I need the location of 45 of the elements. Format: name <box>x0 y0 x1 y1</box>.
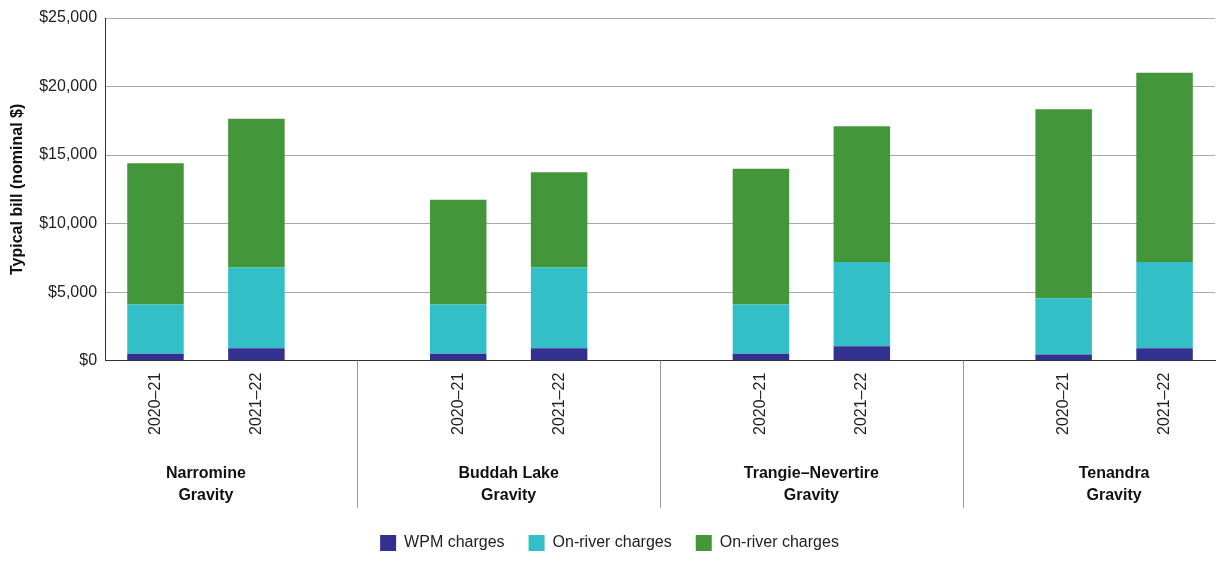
x-tick-label: 2021–22 <box>549 372 567 436</box>
bar <box>1035 109 1092 299</box>
bar <box>1136 72 1193 263</box>
text: Tenandra Gravity <box>1078 464 1150 504</box>
bar <box>833 126 891 263</box>
y-tick-label: $10,000 <box>39 214 98 232</box>
x-tick-label: 2020–21 <box>751 372 769 436</box>
y-tick-label: $5,000 <box>48 282 98 300</box>
bar <box>732 353 790 361</box>
bar <box>833 346 891 361</box>
text: Buddah Lake Gravity <box>458 464 559 504</box>
bar <box>732 304 790 354</box>
legend-label: On-river charges <box>719 533 839 551</box>
y-tick-label: $15,000 <box>39 145 98 163</box>
bar <box>127 353 184 361</box>
text: Trangie–Nevertire Gravity <box>743 464 880 504</box>
x-tick-label: 2021–22 <box>1154 372 1172 436</box>
y-tick-label: $25,000 <box>39 8 98 26</box>
bar <box>530 172 588 268</box>
bar <box>429 304 487 354</box>
bar <box>127 163 184 305</box>
x-tick-label: 2020–21 <box>145 372 163 436</box>
legend-label: WPM charges <box>404 533 505 551</box>
bar <box>530 267 588 349</box>
y-tick-label: $0 <box>79 351 98 369</box>
bar <box>228 118 285 268</box>
bar <box>127 304 184 354</box>
x-tick-label: 2020–21 <box>448 372 466 436</box>
bar <box>1035 298 1092 355</box>
text: Narromine Gravity <box>165 464 247 504</box>
y-tick-label: $20,000 <box>39 76 98 94</box>
y-axis-title: Typical bill (nominal $) <box>8 103 26 275</box>
bar <box>530 348 588 361</box>
bar <box>1136 262 1193 349</box>
bar <box>228 348 285 361</box>
x-tick-label: 2020–21 <box>1054 372 1072 436</box>
bar <box>833 262 891 347</box>
legend-label: On-river charges <box>552 533 672 551</box>
bar <box>429 353 487 361</box>
bar <box>1136 348 1193 361</box>
x-tick-label: 2021–22 <box>246 372 264 436</box>
x-tick-label: 2021–22 <box>852 372 870 436</box>
bar <box>228 267 285 349</box>
bar <box>732 168 790 305</box>
bar <box>429 199 487 305</box>
